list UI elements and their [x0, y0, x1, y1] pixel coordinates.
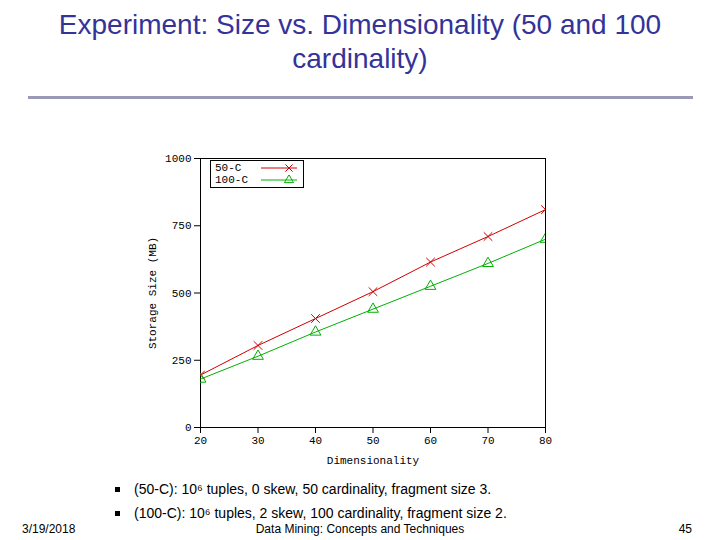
- svg-text:500: 500: [172, 288, 192, 300]
- svg-text:Storage Size (MB): Storage Size (MB): [147, 237, 159, 349]
- svg-text:Dimensionality: Dimensionality: [327, 455, 420, 467]
- html-text:45: 45: [678, 522, 692, 536]
- html-text:3/19/2018: 3/19/2018: [22, 522, 76, 536]
- svg-text:70: 70: [481, 435, 494, 447]
- svg-text:30: 30: [251, 435, 264, 447]
- svg-text:250: 250: [172, 355, 192, 367]
- svg-text:50: 50: [366, 435, 379, 447]
- html-text:100-C: 100-C: [215, 174, 248, 186]
- html-text:Data Mining: Concepts and Tech: Data Mining: Concepts and Techniques: [255, 522, 465, 536]
- svg-text:750: 750: [172, 220, 192, 232]
- svg-text:80: 80: [539, 435, 552, 447]
- svg-text:0: 0: [185, 422, 192, 434]
- html-text:(100-C): 10⁶ tuples, 2 skew, 1: (100-C): 10⁶ tuples, 2 skew, 100 cardina…: [134, 505, 507, 521]
- html-text:50-C: 50-C: [215, 162, 242, 174]
- svg-text:40: 40: [309, 435, 322, 447]
- html-text:(50-C): 10⁶ tuples, 0 skew, 50: (50-C): 10⁶ tuples, 0 skew, 50 cardinali…: [134, 481, 492, 497]
- svg-text:20: 20: [194, 435, 207, 447]
- html-text:Experiment: Size vs. Dimension: Experiment: Size vs. Dimensionality (50 …: [58, 9, 662, 74]
- svg-text:1000: 1000: [165, 153, 191, 165]
- svg-text:60: 60: [424, 435, 437, 447]
